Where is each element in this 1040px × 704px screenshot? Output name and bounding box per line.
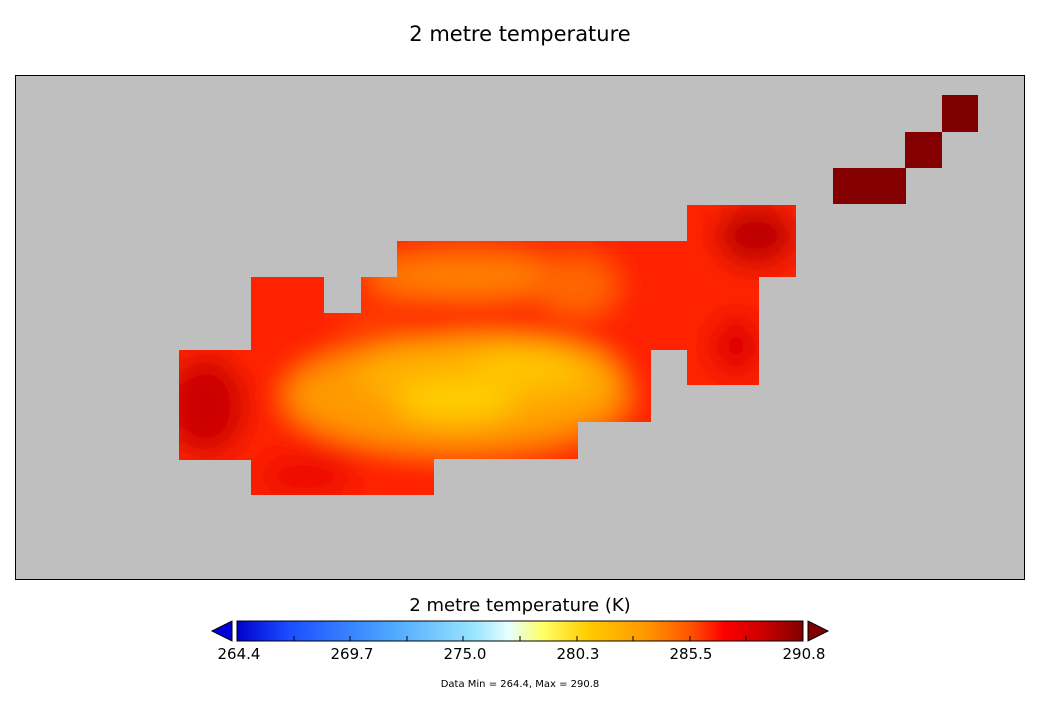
land-temperature-area <box>179 205 796 495</box>
data-min-max-note: Data Min = 264.4, Max = 290.8 <box>440 679 600 690</box>
ne-cell-3 <box>942 95 978 132</box>
colorbar-tick-label: 269.7 <box>330 645 374 663</box>
colorbar <box>210 620 830 642</box>
colorbar-title: 2 metre temperature (K) <box>409 595 631 616</box>
temperature-field <box>179 95 978 495</box>
plot-title: 2 metre temperature <box>409 22 631 46</box>
colorbar-tick-label: 290.8 <box>782 645 826 663</box>
ne-cell-2 <box>905 132 942 168</box>
map-panel <box>15 75 1025 580</box>
colorbar-tick-label: 275.0 <box>443 645 487 663</box>
colorbar-ticks <box>236 636 804 641</box>
colorbar-min-extend-arrow <box>210 620 233 642</box>
colorbar-max-extend-arrow <box>807 620 830 642</box>
ne-cell-1 <box>833 168 906 204</box>
colorbar-tick-label: 280.3 <box>556 645 600 663</box>
colorbar-tick-label: 285.5 <box>669 645 713 663</box>
colorbar-tick-label: 264.4 <box>217 645 261 663</box>
